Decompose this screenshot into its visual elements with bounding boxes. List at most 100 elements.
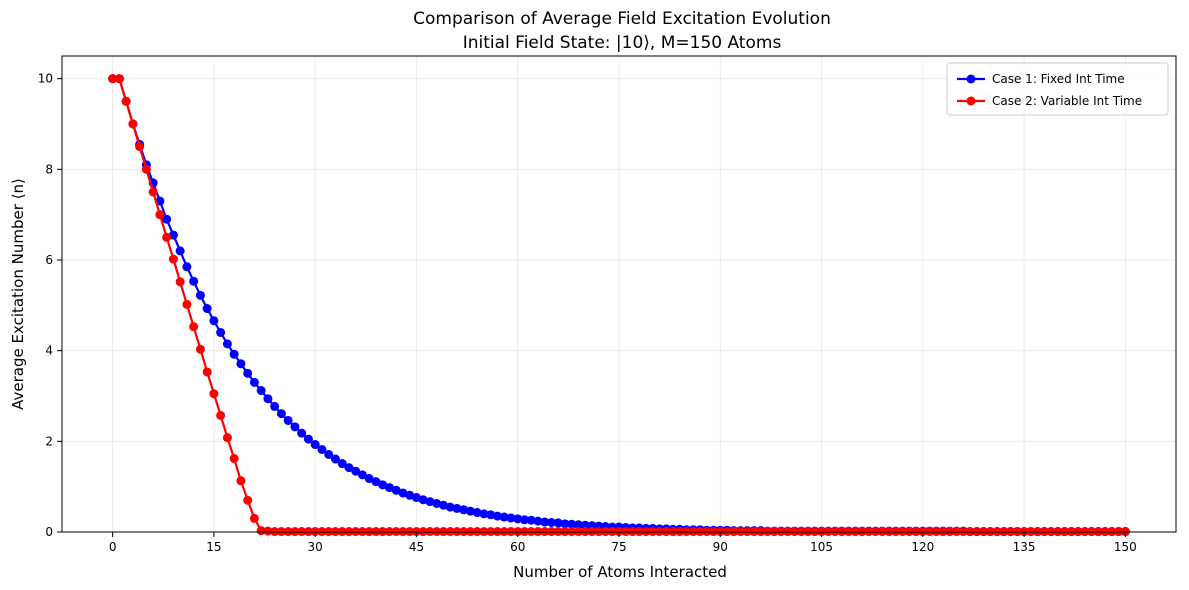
x-tick-label: 15 [206,540,221,554]
data-point [168,254,178,264]
data-point [135,142,145,152]
data-point [573,520,583,530]
data-point [276,409,286,419]
data-point [533,516,543,526]
data-point [249,377,259,387]
data-point [182,262,192,272]
y-tick-label: 10 [38,72,53,86]
data-point [141,164,151,174]
data-point [357,470,367,480]
data-point [519,515,529,525]
data-point [486,510,496,520]
data-point [553,518,563,528]
data-point [222,339,232,349]
data-point [290,422,300,432]
x-tick-label: 30 [308,540,323,554]
y-tick-label: 0 [45,525,53,539]
data-point [465,506,475,516]
x-tick-label: 135 [1013,540,1036,554]
y-tick-label: 6 [45,253,53,267]
data-point [162,232,172,242]
data-point [513,514,523,524]
axis-ticks: 0 15 30 45 60 75 90 105 120 135 150 0 2 4 6 8 10 [38,72,1137,554]
data-point [256,526,266,536]
data-point [506,513,516,523]
x-tick-label: 0 [109,540,117,554]
data-point [310,440,320,450]
data-point [195,344,205,354]
x-axis-label: Number of Atoms Interacted [513,563,727,581]
data-point [236,476,246,486]
data-point [445,502,455,512]
legend-marker [966,74,976,84]
x-tick-label: 60 [510,540,525,554]
data-point [492,511,502,521]
data-point [351,466,361,476]
x-tick-label: 150 [1114,540,1137,554]
data-point [418,495,428,505]
data-point [479,509,489,519]
data-point [391,485,401,495]
data-point [472,508,482,518]
y-tick-label: 4 [45,344,53,358]
data-point [182,299,192,309]
data-point [189,276,199,286]
data-point [499,512,509,522]
data-point [567,519,577,529]
data-point [202,367,212,377]
data-point [540,517,550,527]
data-point [452,503,462,513]
legend-box [946,62,1169,116]
y-tick-label: 2 [45,434,53,448]
data-point [411,493,421,503]
data-point [405,490,415,500]
data-point [270,401,280,411]
data-point [344,463,354,473]
data-point [229,454,239,464]
y-axis-label: Average Excitation Number ⟨n⟩ [9,178,27,410]
data-point [209,389,219,399]
data-point [222,433,232,443]
data-point [263,526,273,536]
x-tick-label: 90 [713,540,728,554]
data-point [189,322,199,332]
data-point [378,480,388,490]
data-point [560,519,570,529]
data-point [121,96,131,106]
x-tick-label: 120 [911,540,934,554]
data-point [168,230,178,240]
data-point [236,359,246,369]
data-point [249,513,259,523]
data-point [263,394,273,404]
data-point [243,368,253,378]
data-point [337,459,347,469]
data-point [459,505,469,515]
data-point [162,214,172,224]
data-point [175,246,185,256]
data-point [526,515,536,525]
data-point [195,290,205,300]
chart-title: Comparison of Average Field Excitation E… [413,9,831,29]
legend: Case 1: Fixed Int Time Case 2: Variable I… [946,62,1169,116]
data-point [243,495,253,505]
legend-marker [966,96,976,106]
data-point [209,316,219,326]
y-tick-label: 8 [45,162,53,176]
data-point [303,434,313,444]
data-point [216,328,226,338]
data-point [438,500,448,510]
x-tick-label: 75 [611,540,626,554]
data-point [317,444,327,454]
data-point [175,277,185,287]
data-point [398,488,408,498]
data-point [580,520,590,530]
x-tick-label: 45 [409,540,424,554]
data-point [283,415,293,425]
data-point [297,428,307,438]
data-point [155,210,165,220]
data-point [432,498,442,508]
x-tick-label: 105 [810,540,833,554]
data-point [364,474,374,484]
data-point [330,454,340,464]
data-point [324,449,334,459]
